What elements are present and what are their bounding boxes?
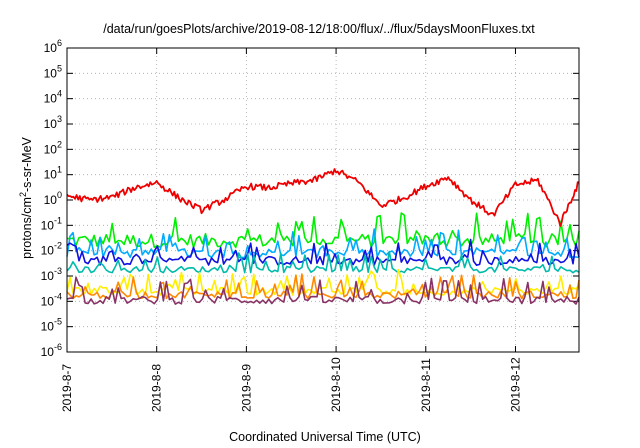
x-tick-label: 2019-8-11 [419, 358, 433, 412]
y-tick-label: 10-1 [41, 215, 62, 232]
y-tick-label: 102 [44, 139, 62, 156]
series-line [66, 268, 580, 296]
chart-title: /data/run/goesPlots/archive/2019-08-12/1… [103, 22, 535, 36]
y-axis-label-rest: -s-sr-MeV [20, 136, 34, 192]
y-axis-label-base: protons/cm [20, 197, 34, 259]
data-series [66, 168, 580, 305]
x-tick-label: 2019-8-10 [329, 357, 343, 412]
y-tick-label: 10-4 [41, 291, 62, 308]
y-tick-label: 100 [44, 190, 62, 207]
series-line [66, 168, 580, 227]
series-line [66, 212, 580, 249]
y-tick-label: 10-2 [41, 241, 62, 258]
series-line [66, 238, 580, 266]
y-tick-label: 10-3 [41, 266, 62, 283]
y-tick-label: 10-5 [41, 317, 62, 334]
x-tick-label: 2019-8-8 [150, 364, 164, 412]
y-tick-label: 106 [44, 38, 62, 55]
x-axis-ticks: 2019-8-7 2019-8-8 2019-8-9 2019-8-10 2019-8-… [60, 48, 522, 412]
series-line [66, 273, 580, 300]
series-line [66, 276, 580, 305]
x-tick-label: 2019-8-9 [239, 364, 253, 412]
x-tick-label: 2019-8-12 [508, 357, 522, 412]
y-tick-label: 10-6 [41, 342, 62, 359]
x-axis-label: Coordinated Universal Time (UTC) [229, 430, 421, 444]
y-tick-label: 104 [44, 89, 62, 106]
series-line [66, 228, 580, 259]
y-axis-label: protons/cm2-s-sr-MeV [18, 136, 34, 258]
y-tick-label: 101 [44, 165, 62, 182]
y-tick-label: 105 [44, 63, 62, 80]
y-tick-label: 103 [44, 114, 62, 131]
plot-frame [66, 47, 580, 353]
y-axis-label-sup: 2 [18, 192, 28, 197]
series-line [66, 250, 580, 274]
y-axis-ticks: 10-6 10-5 10-4 10-3 10-2 10-1 100 101 102 103 104 1… [41, 38, 579, 359]
x-tick-label: 2019-8-7 [60, 364, 74, 412]
